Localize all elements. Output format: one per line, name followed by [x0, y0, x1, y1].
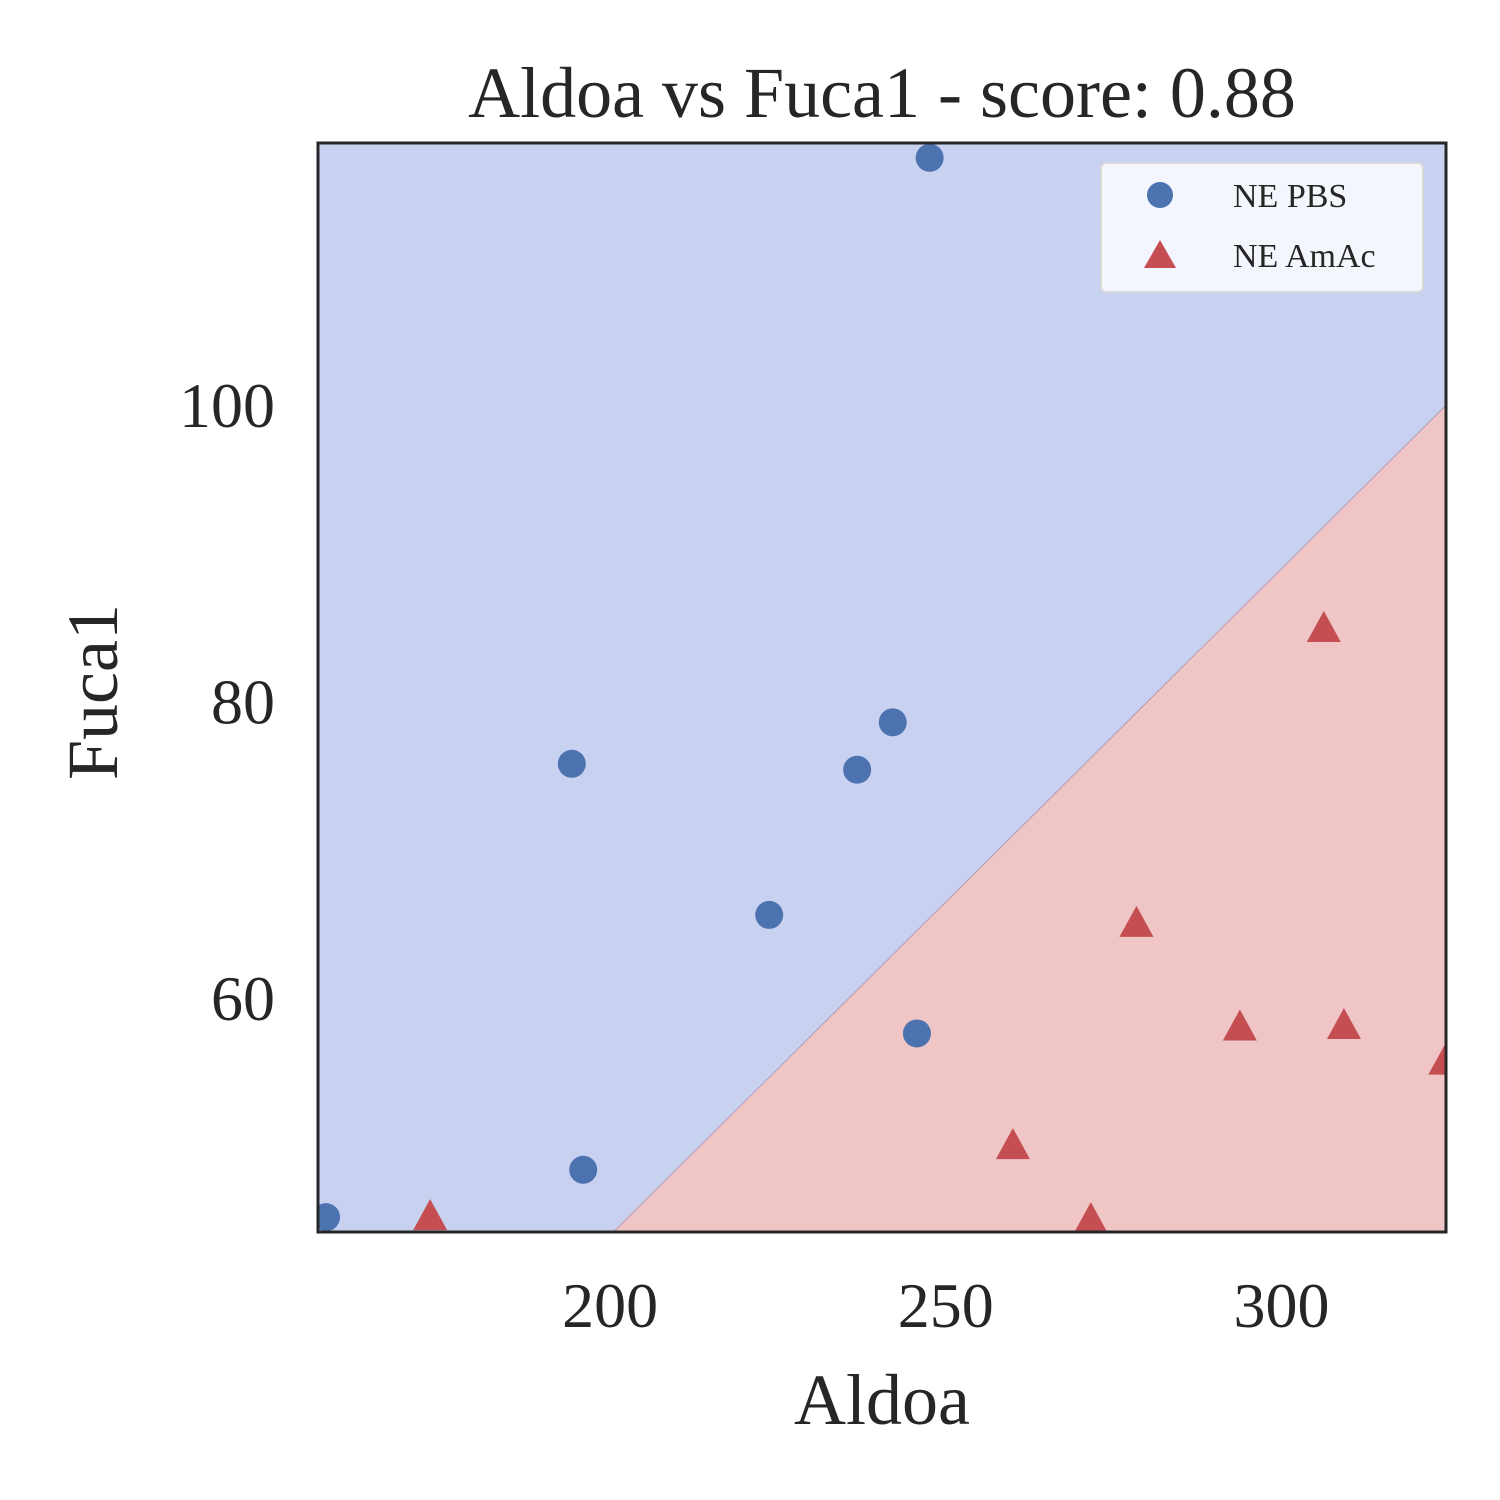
point-ne-amac-4 — [1222, 1009, 1257, 1041]
x-tick-label-250: 250 — [898, 1270, 994, 1341]
x-tick-label-300: 300 — [1234, 1270, 1330, 1341]
point-ne-amac-1 — [995, 1128, 1030, 1160]
y-tick-label-80: 80 — [211, 667, 275, 738]
y-tick-label-60: 60 — [211, 963, 275, 1034]
legend-label-ne-pbs: NE PBS — [1233, 178, 1347, 215]
point-ne-pbs-7 — [915, 143, 944, 172]
x-tick-labels: 200 250 300 — [562, 1270, 1329, 1341]
point-ne-pbs-2 — [569, 1155, 598, 1184]
y-tick-labels: 60 80 100 — [179, 370, 275, 1034]
data-points — [318, 143, 1446, 1232]
point-ne-amac-3 — [1119, 905, 1154, 937]
point-ne-amac-7 — [1428, 1043, 1446, 1075]
point-ne-amac-0 — [413, 1199, 448, 1231]
chart-title: Aldoa vs Fuca1 - score: 0.88 — [468, 53, 1296, 133]
point-ne-pbs-1 — [557, 749, 586, 778]
legend-box — [1100, 162, 1424, 293]
point-ne-pbs-6 — [902, 1019, 931, 1048]
point-ne-pbs-0 — [318, 1203, 341, 1232]
x-axis-label: Aldoa — [794, 1360, 970, 1440]
legend-marker-circle — [1147, 182, 1173, 208]
point-ne-pbs-3 — [755, 900, 784, 929]
legend-label-ne-amac: NE AmAc — [1233, 238, 1376, 275]
y-tick-label-100: 100 — [179, 370, 275, 441]
decision-boundary-line — [613, 404, 1447, 1233]
y-axis-label: Fuca1 — [53, 604, 133, 780]
point-ne-amac-6 — [1326, 1008, 1361, 1040]
point-ne-pbs-5 — [878, 708, 907, 737]
point-ne-pbs-4 — [843, 755, 872, 784]
x-tick-label-200: 200 — [562, 1270, 658, 1341]
legend-marker-triangle — [1144, 240, 1176, 268]
plot-frame — [316, 141, 1448, 1234]
point-ne-amac-5 — [1306, 610, 1341, 642]
point-ne-amac-2 — [1074, 1202, 1108, 1232]
legend: NE PBS NE AmAc — [1100, 162, 1424, 293]
